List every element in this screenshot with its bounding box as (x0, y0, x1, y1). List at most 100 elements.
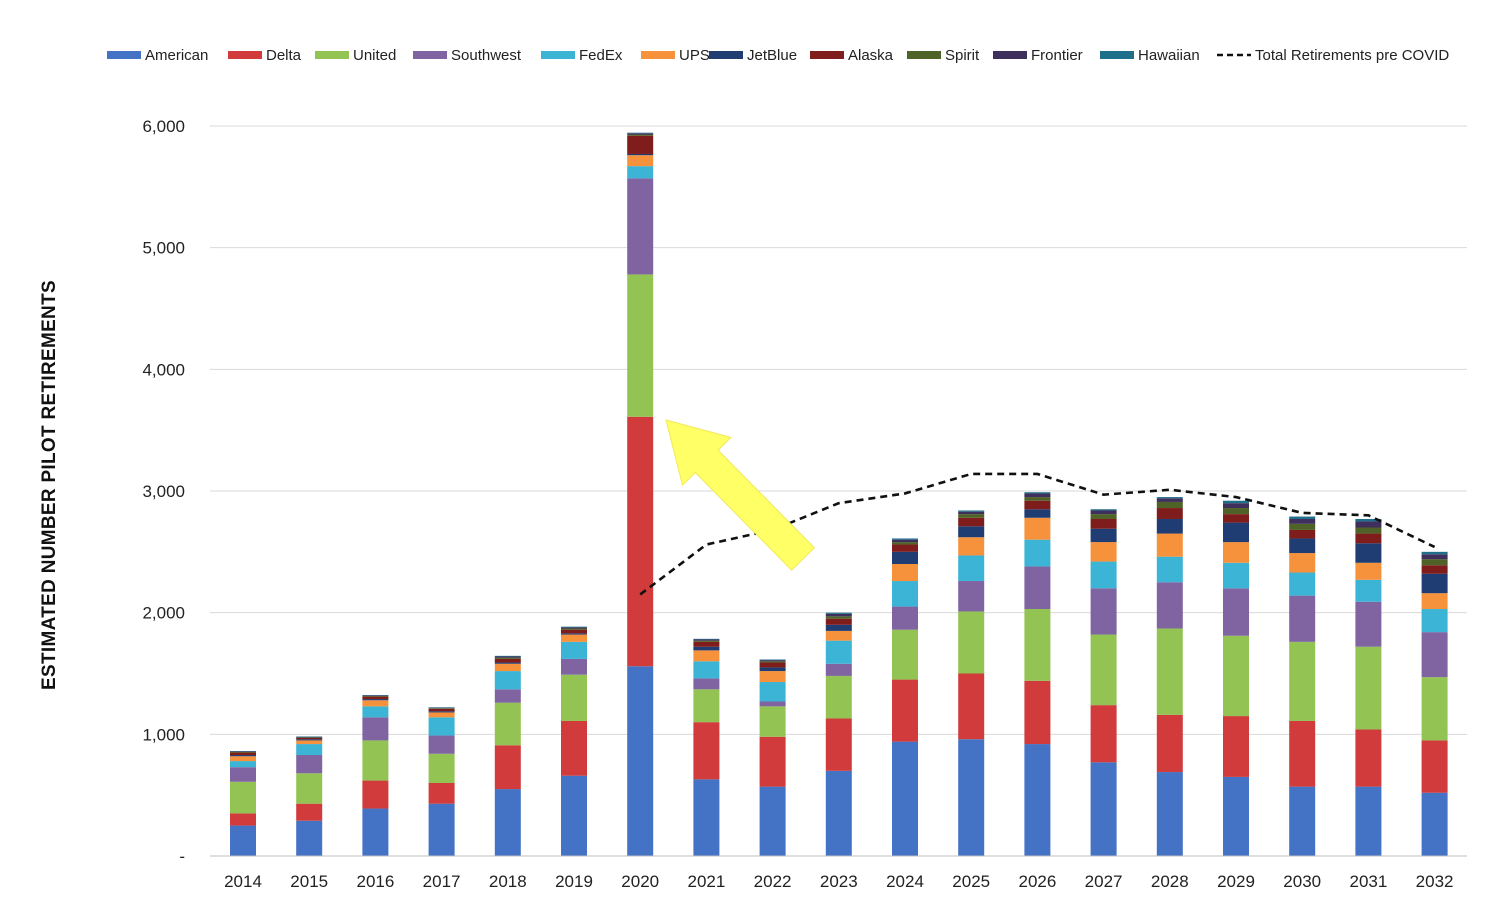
bar-segment-jetblue (1156, 518, 1183, 534)
bar-segment-southwest (892, 606, 918, 630)
legend-swatch-frontier (993, 51, 1027, 59)
bar-segment-fedex (362, 706, 389, 718)
bar-segment-american (825, 770, 852, 856)
bar-segment-united (825, 675, 852, 719)
bar-segment-southwest (1421, 632, 1448, 678)
legend-swatch-jetblue (709, 51, 743, 59)
legend-swatch-southwest (413, 51, 447, 59)
bar-segment-delta (1090, 705, 1117, 763)
bar-segment-spirit (958, 514, 985, 518)
bar-segment-fedex (296, 744, 323, 756)
legend-swatch-ups (641, 51, 675, 59)
bar-segment-delta (1024, 680, 1051, 745)
bar-segment-hawaiian (1090, 509, 1117, 511)
bar-segment-hawaiian (230, 751, 256, 752)
bar-segment-southwest (230, 767, 256, 782)
bar-segment-jetblue (627, 153, 654, 156)
bar-segment-hawaiian (428, 707, 455, 708)
bar-segment-jetblue (958, 526, 985, 538)
bar-segment-fedex (1223, 562, 1249, 589)
bar-segment-jetblue (1355, 543, 1382, 563)
bar-segment-delta (362, 780, 389, 809)
bar-segment-united (958, 611, 985, 674)
bar-segment-southwest (1289, 595, 1316, 642)
bar-segment-jetblue (362, 699, 389, 701)
bar-segment-southwest (428, 735, 455, 754)
bar-segment-delta (494, 745, 521, 790)
x-tick-label: 2016 (356, 872, 394, 891)
bar-segment-spirit (230, 751, 256, 753)
legend-swatch-american (107, 51, 141, 59)
bar-segment-fedex (1289, 572, 1316, 596)
legend: American Delta United Southwest FedEx UPS JetB… (107, 47, 1449, 64)
bar-segment-delta (1421, 740, 1448, 793)
x-tick-label: 2025 (952, 872, 990, 891)
bar-segment-alaska (759, 662, 786, 668)
legend-swatch-spirit (907, 51, 941, 59)
bar-segment-delta (230, 813, 256, 826)
x-tick-label: 2015 (290, 872, 328, 891)
bar-segment-united (627, 274, 654, 417)
x-tick-label: 2029 (1217, 872, 1255, 891)
bar-segment-united (1090, 634, 1117, 706)
bar-segment-frontier (428, 707, 455, 709)
bar-segment-southwest (693, 678, 720, 690)
y-tick-label: 5,000 (142, 239, 185, 258)
bar-segment-american (1223, 776, 1249, 856)
legend-label: JetBlue (747, 47, 797, 64)
bar-segment-spirit (693, 640, 720, 642)
bar-segment-frontier (693, 639, 720, 641)
bar-segment-southwest (1355, 601, 1382, 647)
bar-segment-american (362, 808, 389, 856)
bar-segment-alaska (1289, 529, 1316, 539)
bar-segment-southwest (1090, 588, 1117, 635)
bar-segment-american (1024, 744, 1051, 856)
y-tick-label: 3,000 (142, 482, 185, 501)
bar-segment-southwest (958, 581, 985, 612)
bar-segment-delta (1355, 729, 1382, 787)
stacked-bars (230, 132, 1448, 856)
bar-segment-alaska (230, 752, 256, 756)
bar-segment-fedex (428, 717, 455, 736)
bar-segment-american (693, 779, 720, 856)
bar-segment-delta (759, 736, 786, 787)
bar-segment-fedex (1090, 561, 1117, 589)
bar-segment-jetblue (494, 662, 521, 664)
y-tick-label: 6,000 (142, 117, 185, 136)
bar-segment-jetblue (1090, 528, 1117, 543)
legend-label: Delta (266, 47, 302, 64)
x-tick-label: 2018 (489, 872, 527, 891)
bar-segment-american (428, 803, 455, 856)
x-tick-label: 2032 (1416, 872, 1454, 891)
bar-segment-frontier (759, 660, 786, 662)
bar-segment-hawaiian (561, 626, 587, 628)
bar-segment-delta (1156, 714, 1183, 773)
bar-segment-jetblue (428, 711, 455, 713)
yellow-arrow-icon (665, 419, 816, 571)
legend-label: UPS (679, 47, 710, 64)
x-tick-label: 2027 (1085, 872, 1123, 891)
bar-segment-ups (627, 155, 654, 167)
bar-segment-spirit (825, 616, 852, 619)
bar-segment-alaska (1355, 533, 1382, 544)
bar-segment-hawaiian (1223, 500, 1249, 504)
bar-segment-ups (428, 712, 455, 718)
bar-segment-fedex (759, 682, 786, 702)
bar-segment-american (958, 739, 985, 856)
y-tick-label: 2,000 (142, 604, 185, 623)
bar-segment-southwest (627, 178, 654, 275)
bar-segment-spirit (561, 628, 587, 630)
bar-segment-spirit (1090, 514, 1117, 519)
bar-segment-jetblue (693, 646, 720, 651)
bar-segment-southwest (561, 658, 587, 675)
bar-segment-southwest (759, 701, 786, 707)
bar-segment-frontier (561, 627, 587, 629)
bar-segment-frontier (958, 511, 985, 515)
bar-segment-frontier (494, 656, 521, 658)
bar-segment-ups (561, 634, 587, 642)
bar-segment-hawaiian (958, 510, 985, 512)
bar-segment-fedex (892, 581, 918, 607)
bar-segment-frontier (1156, 498, 1183, 502)
bar-segment-jetblue (1024, 509, 1051, 518)
